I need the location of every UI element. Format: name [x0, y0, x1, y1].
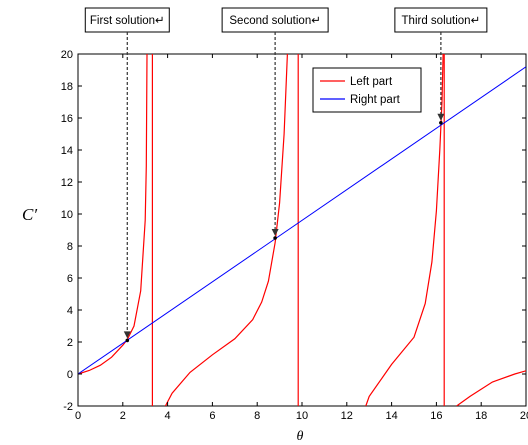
plot-area — [77, 53, 527, 407]
y-tick-label: 18 — [61, 81, 73, 93]
x-tick-label: 20 — [520, 410, 528, 422]
solution-point — [439, 121, 443, 125]
x-tick-label: 10 — [296, 410, 308, 422]
solution-callout-label: Second solution↵ — [229, 15, 320, 27]
x-tick-label: 6 — [209, 410, 215, 422]
solution-arrow-head — [271, 229, 279, 236]
left-part-branch-5 — [365, 54, 444, 406]
solution-callout-label: First solution↵ — [90, 15, 165, 27]
x-tick-label: 16 — [430, 410, 442, 422]
y-tick-label: 12 — [61, 177, 73, 189]
legend-label-right-part: Right part — [350, 94, 401, 106]
x-tick-label: 14 — [385, 410, 397, 422]
y-tick-label: 14 — [61, 145, 73, 157]
legend: Left part Right part — [312, 67, 422, 113]
solution-point — [125, 338, 130, 343]
left-part-branch-3 — [164, 54, 288, 406]
x-tick-label: 12 — [341, 410, 353, 422]
y-tick-label: 4 — [67, 305, 73, 317]
y-tick-label: 16 — [61, 113, 73, 125]
solution-callout-label: Third solution↵ — [402, 15, 481, 27]
x-tick-label: 4 — [165, 410, 171, 422]
solution-callout-box — [394, 7, 488, 33]
solution-arrow-head — [437, 113, 445, 121]
legend-label-left-part: Left part — [350, 76, 393, 88]
solution-arrow-head — [123, 331, 131, 339]
y-tick-label: -2 — [63, 401, 73, 413]
x-tick-label: 18 — [475, 410, 487, 422]
legend-box — [312, 67, 422, 113]
x-tick-label: 2 — [120, 410, 126, 422]
y-tick-label: 8 — [67, 241, 73, 253]
solution-callout-box — [84, 7, 170, 33]
x-tick-label: 8 — [254, 410, 260, 422]
y-tick-label: 20 — [61, 49, 73, 61]
solution-callout-box — [221, 7, 329, 33]
right-part-line — [78, 66, 526, 375]
y-tick-label: 0 — [67, 369, 73, 381]
y-tick-label: 10 — [61, 209, 73, 221]
y-tick-label: 2 — [67, 337, 73, 349]
y-tick-label: 6 — [67, 273, 73, 285]
x-axis-label: θ — [297, 429, 304, 444]
left-part-branch-7 — [456, 370, 526, 406]
x-tick-label: 0 — [75, 410, 81, 422]
y-axis-label: C′ — [22, 205, 37, 224]
solution-point — [273, 236, 277, 240]
